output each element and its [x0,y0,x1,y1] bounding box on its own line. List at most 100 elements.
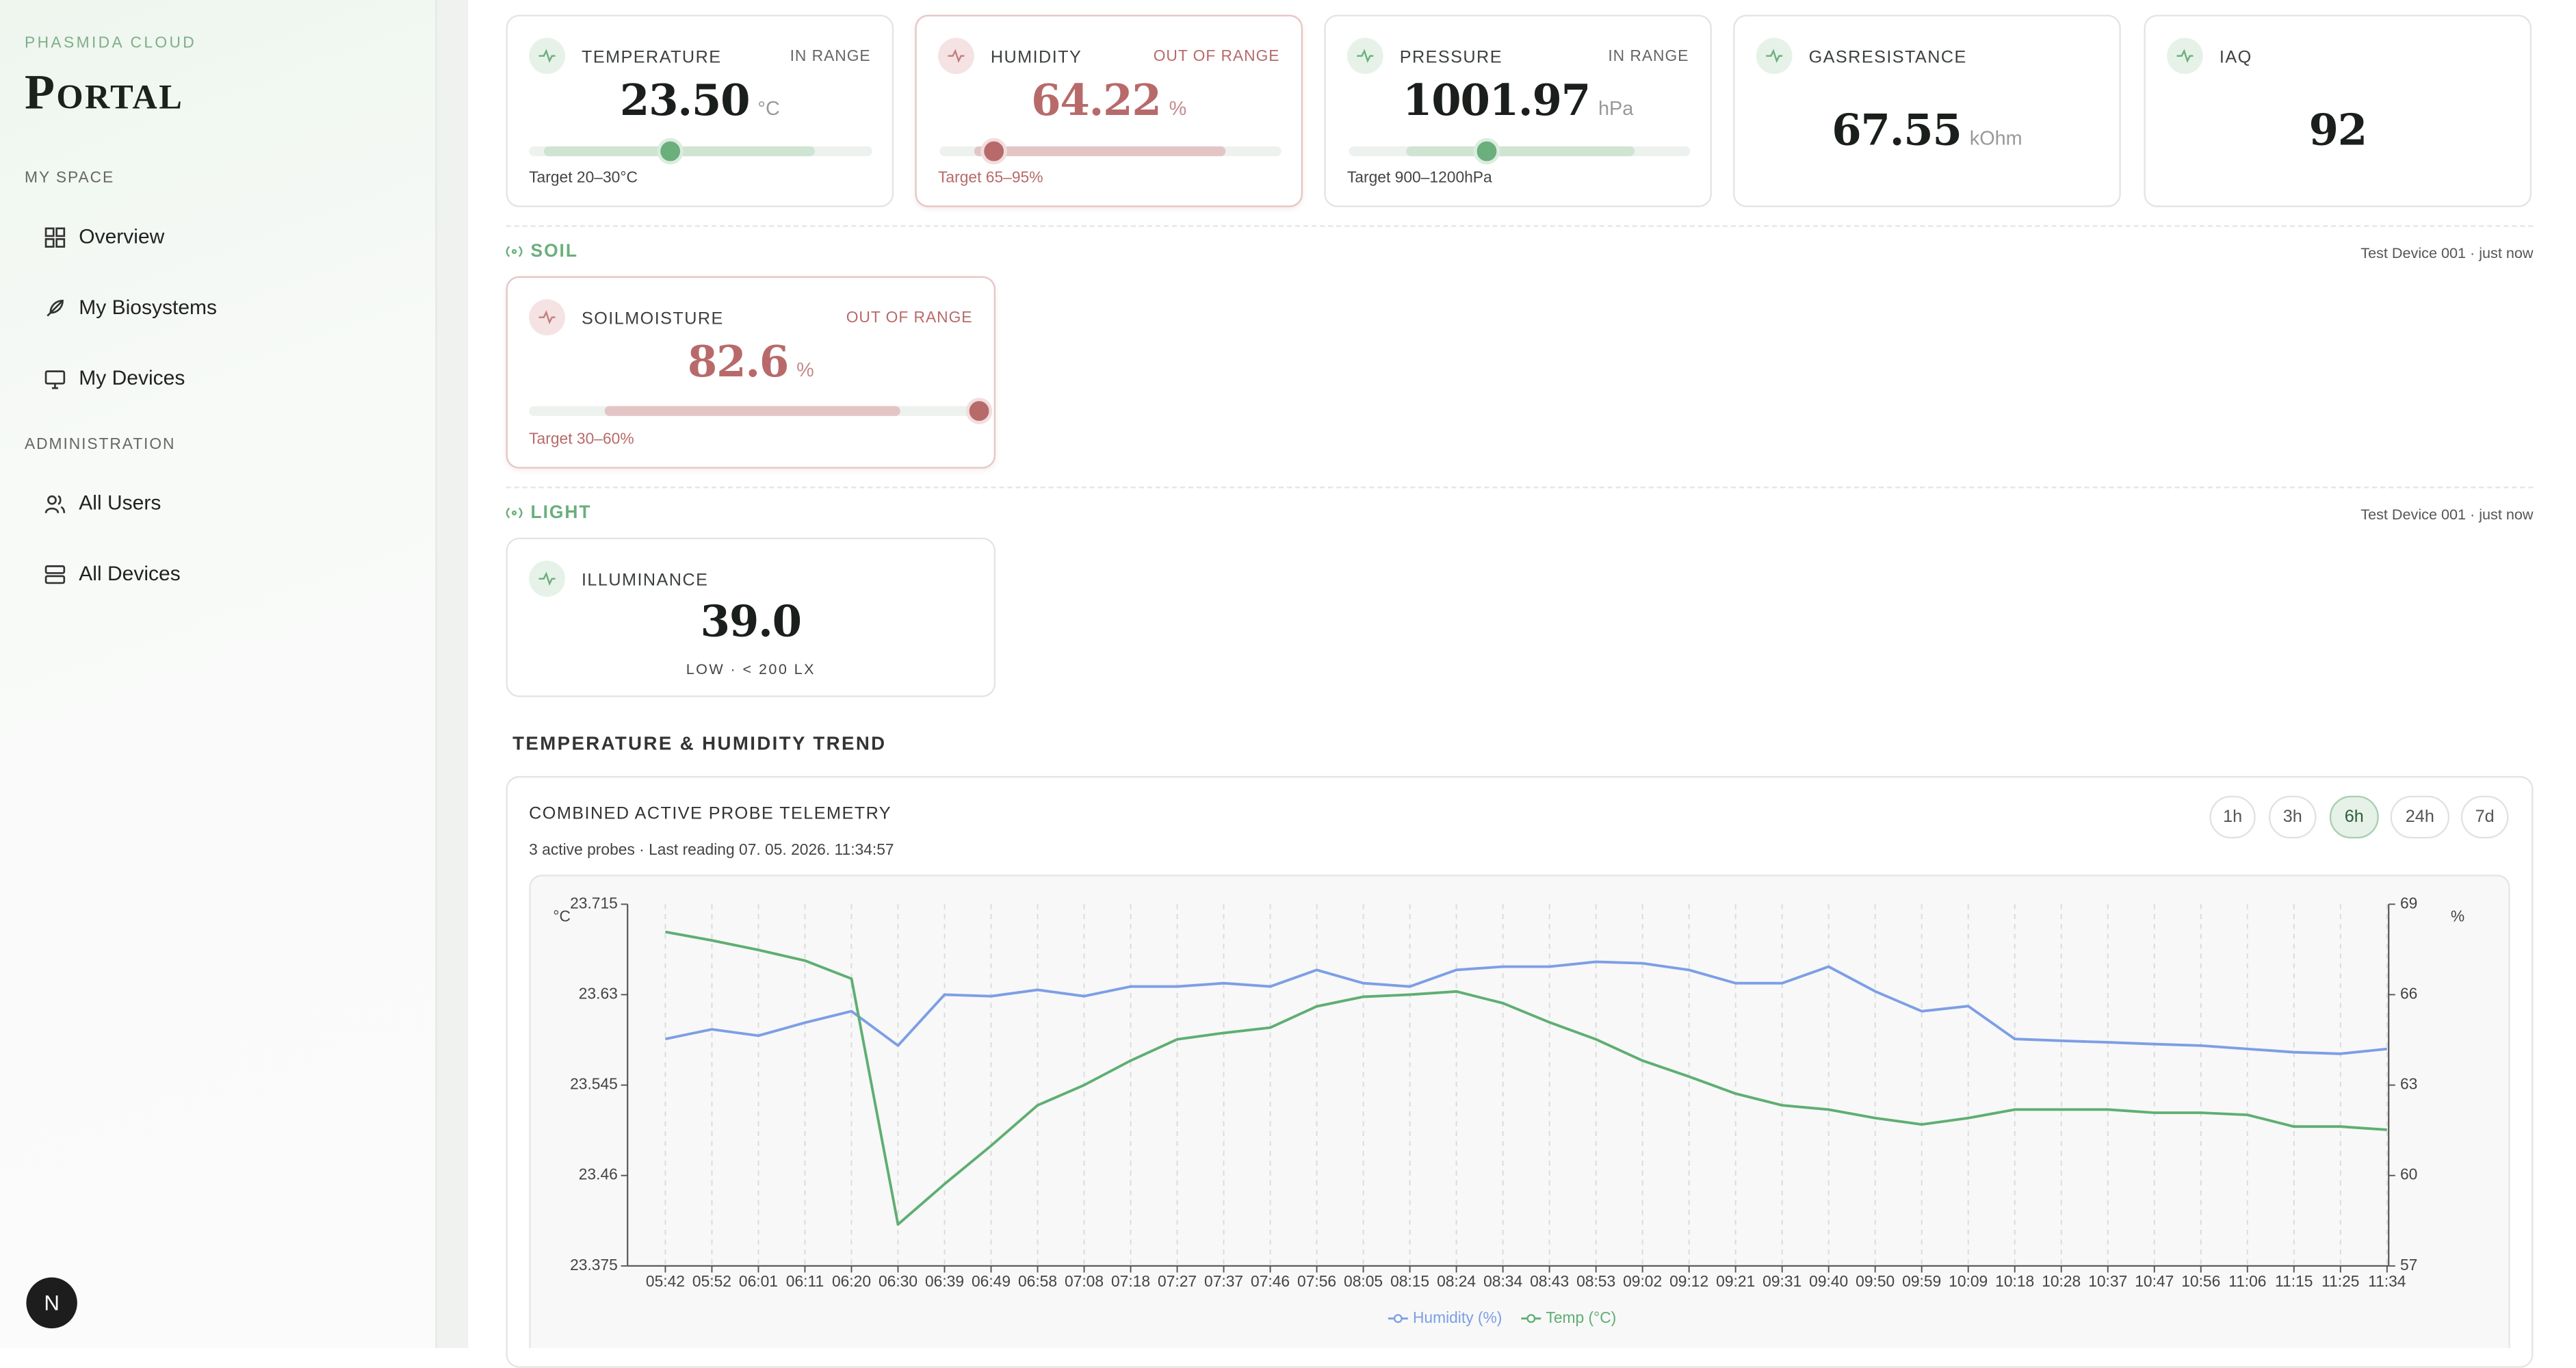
value-note: LOW · < 200 LX [686,660,816,677]
sensor-label: IAQ [2219,47,2252,68]
sensor-icon [529,299,565,336]
range-fill [974,146,1226,157]
section-meta: Test Device 001 · just now [2360,244,2534,261]
section-title: LIGHT [506,503,592,523]
legend-label: Temp (°C) [1546,1308,1616,1326]
x-tick-label: 08:43 [1530,1272,1569,1290]
x-tick-label: 11:34 [2368,1272,2406,1290]
brand-subtitle: PHASMIDA CLOUD [25,34,197,53]
nav-item[interactable]: All Devices [44,563,181,585]
value-row: 67.55 kOhm [1735,107,2120,156]
x-tick-label: 09:12 [1669,1272,1708,1290]
x-tick-label: 11:25 [2321,1272,2359,1290]
range-knob [657,138,684,165]
y-tick-label: 23.545 [570,1075,618,1093]
section-meta: Test Device 001 · just now [2360,506,2534,523]
legend-marker [1393,1314,1403,1324]
x-tick-label: 10:56 [2181,1272,2220,1290]
y2-tick-label: 69 [2400,894,2417,912]
divider [506,225,2534,227]
target-range: Target 30–60% [529,430,634,449]
value-row: 39.0 [508,598,994,647]
y-tick-label: 23.63 [579,984,618,1002]
x-tick-label: 07:18 [1111,1272,1150,1290]
y2-axis-unit: % [2451,907,2464,925]
sensor-value: 23.50 [619,77,751,127]
section-title: SOIL [506,242,578,261]
value-row: 1001.97 hPa [1326,77,1710,127]
sensor-card: GASRESISTANCE 67.55 kOhm [1733,14,2121,207]
x-tick-label: 09:59 [1902,1272,1941,1290]
x-tick-label: 08:15 [1390,1272,1429,1290]
icon-glyph [538,571,556,586]
x-tick-label: 10:47 [2135,1272,2174,1290]
y-tick-label: 23.715 [570,894,618,912]
sensor-card: PRESSURE IN RANGE 1001.97 hPa Target 900–120… [1324,14,1712,207]
value-row: 23.50 °C [508,77,892,127]
range-button[interactable]: 6h [2329,795,2379,839]
panel-title: COMBINED ACTIVE PROBE TELEMETRY [529,803,892,824]
x-tick-label: 06:20 [832,1272,871,1290]
icon [47,298,64,316]
sensor-status: OUT OF RANGE [1153,47,1280,66]
icon-glyph [1357,49,1374,64]
series-line [665,960,2387,1055]
x-tick-label: 06:11 [786,1272,824,1290]
x-tick-label: 08:05 [1344,1272,1383,1290]
nav-item[interactable]: All Users [44,491,161,515]
sensor-card: TEMPERATURE IN RANGE 23.50 °C Target 20–30°C [506,14,894,207]
icon [506,507,523,519]
range-button[interactable]: 24h [2390,795,2450,839]
target-range: Target 20–30°C [529,169,638,188]
section-label: LIGHT [530,503,592,523]
nav-label: Overview [79,225,165,248]
sensor-icon [938,38,974,75]
chart: 05:42 05:52 06:01 06:11 06:20 06:30 06:39 06:49… [553,894,2464,1326]
sensor-value: 39.0 [700,598,802,648]
sensor-label: GASRESISTANCE [1808,47,1967,68]
icon-glyph [2176,49,2194,64]
range-button[interactable]: 1h [2209,795,2256,839]
x-tick-label: 07:56 [1297,1272,1336,1290]
user-avatar[interactable]: N [26,1277,77,1329]
x-tick-label: 08:53 [1576,1272,1615,1290]
divider [506,487,2534,489]
icon [44,370,66,389]
panel-subtitle: 3 active probes · Last reading 07. 05. 2… [529,842,894,860]
icon-glyph [948,49,965,64]
x-tick-label: 06:39 [925,1272,964,1290]
sensor-status: OUT OF RANGE [846,309,973,328]
sensor-status: IN RANGE [1608,47,1689,66]
x-tick-label: 10:28 [2042,1272,2081,1290]
sensor-value: 92 [2308,107,2368,157]
sensor-unit: kOhm [1969,126,2022,150]
value-row: 64.22% [917,77,1301,127]
y2-tick-label: 66 [2400,984,2417,1002]
sidebar-gutter [437,0,469,1348]
x-tick-label: 06:58 [1018,1272,1057,1290]
nav-item[interactable]: My Devices [44,367,185,389]
range-button[interactable]: 7d [2460,795,2509,839]
sensor-icon [529,38,565,75]
x-tick-label: 07:37 [1204,1272,1243,1290]
sensor-unit: % [796,358,814,382]
x-tick-label: 08:24 [1437,1272,1476,1290]
y2-tick-label: 57 [2400,1256,2417,1274]
range-button[interactable]: 3h [2268,795,2317,839]
nav-item[interactable]: My Biosystems [44,296,217,319]
x-tick-label: 10:37 [2088,1272,2127,1290]
chart-frame [529,875,2510,1348]
x-tick-label: 05:52 [692,1272,731,1290]
range-knob [1473,138,1500,165]
section-label: SOIL [530,242,578,261]
nav-item[interactable]: Overview [44,225,165,248]
nav-section-title: ADMINISTRATION [25,435,176,454]
sensor-icon [2167,38,2203,75]
x-tick-label: 09:31 [1762,1272,1801,1290]
nav-section-title: MY SPACE [25,169,115,188]
sensor-value: 1001.97 [1402,77,1591,127]
y-tick-label: 23.46 [579,1165,618,1183]
sensor-card: IAQ 92 [2144,14,2532,207]
x-tick-label: 06:30 [879,1272,918,1290]
